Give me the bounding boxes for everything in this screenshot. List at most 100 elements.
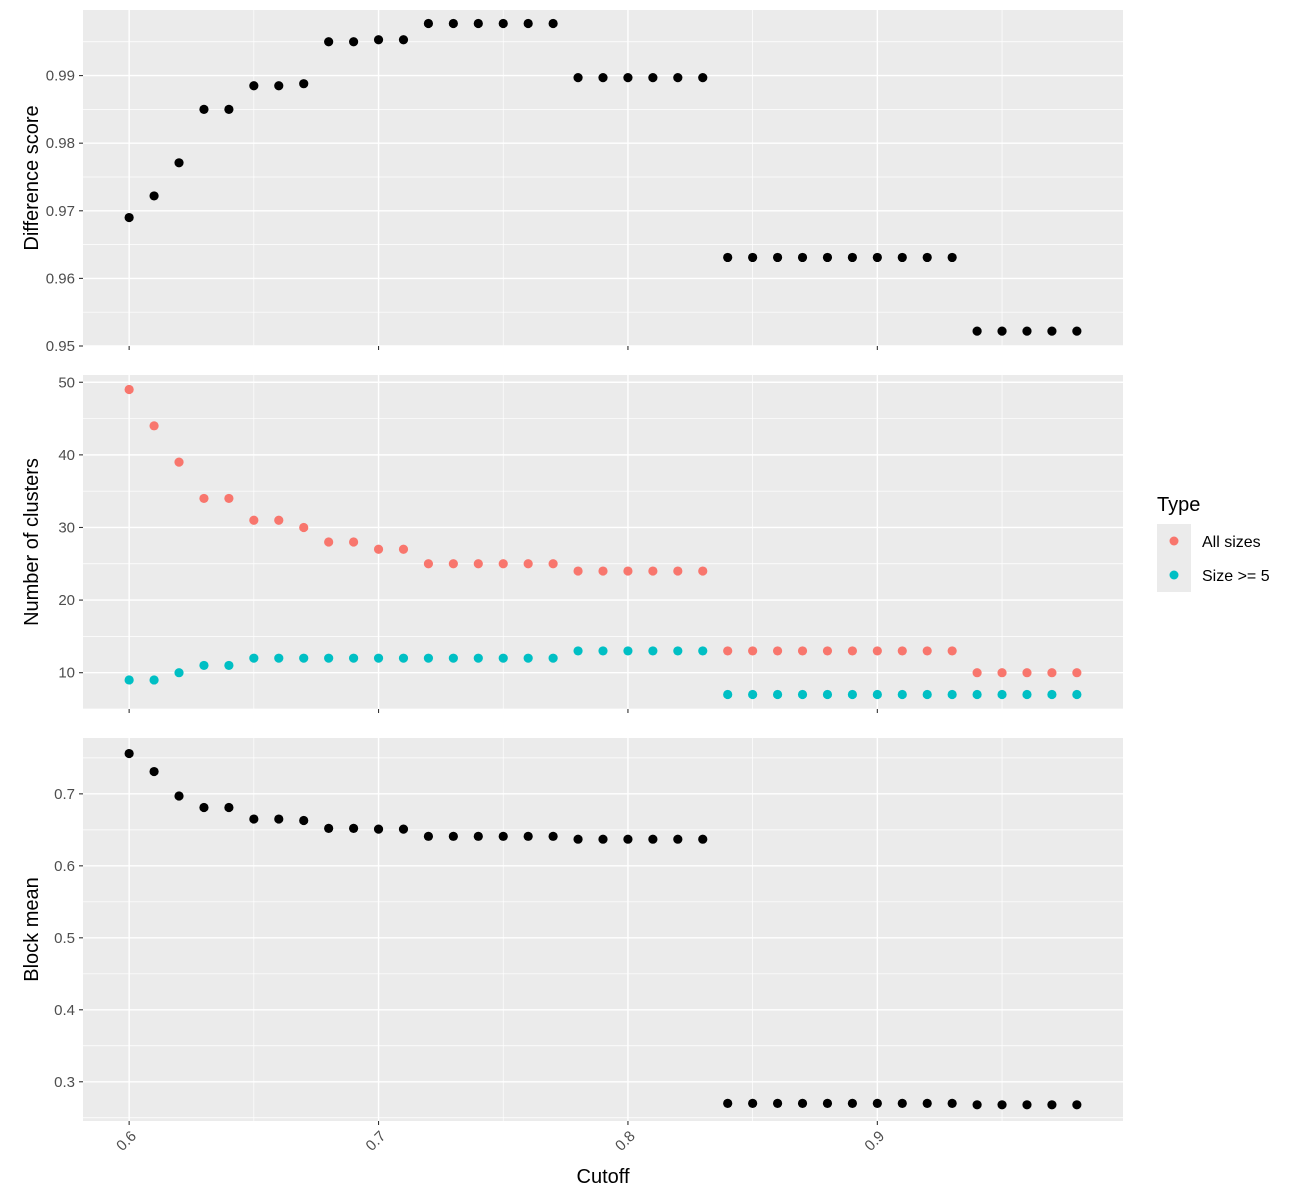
data-point-series xyxy=(149,191,159,201)
data-point-series xyxy=(623,834,633,844)
data-point-all-sizes xyxy=(423,559,434,569)
data-point-all-sizes xyxy=(249,515,259,525)
data-point-all-sizes xyxy=(373,544,384,554)
data-point-size-5 xyxy=(997,689,1007,700)
legend: Type All sizes Size >= 5 xyxy=(1157,494,1270,592)
data-point-series xyxy=(698,73,708,83)
y-tick-label: 30 xyxy=(58,519,75,536)
data-point-size-5 xyxy=(398,653,409,663)
data-point-all-sizes xyxy=(473,559,483,569)
data-point-series xyxy=(199,802,209,813)
data-point-size-5 xyxy=(1022,689,1032,700)
data-point-series xyxy=(548,18,558,29)
data-point-series xyxy=(423,18,434,29)
data-point-size-5 xyxy=(174,668,184,678)
data-point-size-5 xyxy=(623,646,633,656)
data-point-series xyxy=(523,18,533,29)
data-point-size-5 xyxy=(224,660,234,671)
data-point-size-5 xyxy=(748,689,758,700)
data-point-all-sizes xyxy=(997,668,1007,678)
data-point-series xyxy=(723,1098,733,1108)
data-point-all-sizes xyxy=(947,646,957,656)
y-tick-label: 0.98 xyxy=(46,135,75,152)
panel-number-of-clusters: 10 20 30 40 50 Number of clusters xyxy=(21,374,1123,713)
data-point-series xyxy=(623,73,633,83)
data-point-all-sizes xyxy=(748,646,758,656)
data-point-all-sizes xyxy=(124,384,134,395)
data-point-series xyxy=(1022,326,1032,336)
data-point-all-sizes xyxy=(623,566,633,576)
data-point-series xyxy=(997,326,1007,336)
data-point-series xyxy=(199,104,209,114)
data-point-series xyxy=(872,1098,882,1108)
data-point-series xyxy=(249,814,259,824)
data-point-all-sizes xyxy=(897,646,907,656)
y-tick-label: 0.7 xyxy=(54,786,75,803)
data-point-size-5 xyxy=(423,653,434,663)
data-point-series xyxy=(772,252,783,263)
data-point-series xyxy=(1072,1100,1082,1110)
data-point-series xyxy=(423,831,434,841)
data-point-all-sizes xyxy=(523,559,533,569)
data-point-size-5 xyxy=(1072,689,1082,700)
y-axis-title: Block mean xyxy=(21,877,43,982)
data-point-series xyxy=(1047,326,1057,336)
y-axis-title: Difference score xyxy=(21,105,43,250)
data-point-series xyxy=(673,73,683,83)
data-point-series xyxy=(324,37,334,47)
panel-block-mean: 0.3 0.4 0.5 0.6 0.7 Block mean xyxy=(21,738,1123,1125)
data-point-series xyxy=(274,814,284,824)
y-tick-label: 10 xyxy=(58,665,75,682)
y-tick-label: 0.95 xyxy=(46,338,75,355)
legend-marker-all-sizes xyxy=(1169,536,1179,546)
data-point-size-5 xyxy=(897,689,907,700)
data-point-series xyxy=(947,252,957,263)
data-point-series xyxy=(922,252,932,263)
data-point-series xyxy=(772,1098,783,1108)
x-tick-label: 0.8 xyxy=(612,1128,639,1155)
data-point-all-sizes xyxy=(224,493,234,504)
data-point-series xyxy=(174,158,184,168)
data-point-size-5 xyxy=(299,653,309,663)
data-point-all-sizes xyxy=(498,559,508,569)
data-point-series xyxy=(348,823,359,834)
data-point-size-5 xyxy=(1047,689,1057,700)
data-point-all-sizes xyxy=(149,421,159,431)
data-point-all-sizes xyxy=(673,566,683,576)
legend-title: Type xyxy=(1157,494,1200,516)
data-point-all-sizes xyxy=(299,522,309,533)
y-tick-label: 20 xyxy=(58,592,75,609)
data-point-size-5 xyxy=(673,646,683,656)
data-point-all-sizes xyxy=(324,537,334,547)
data-point-series xyxy=(274,81,284,91)
data-point-series xyxy=(797,252,808,263)
data-point-series xyxy=(573,834,583,844)
panel-background xyxy=(83,738,1123,1121)
data-point-series xyxy=(972,326,982,336)
data-point-size-5 xyxy=(772,689,783,700)
panel-difference-score: 0.95 0.96 0.97 0.98 0.99 Difference score xyxy=(21,10,1123,355)
data-point-size-5 xyxy=(947,689,957,700)
data-point-size-5 xyxy=(822,689,833,700)
y-tick-label: 0.96 xyxy=(46,270,75,287)
data-point-size-5 xyxy=(149,675,159,685)
data-point-series xyxy=(523,831,533,841)
data-point-all-sizes xyxy=(448,559,458,569)
data-point-series xyxy=(1047,1100,1057,1110)
data-point-series xyxy=(249,81,259,91)
data-point-series xyxy=(224,104,234,114)
panel-background xyxy=(83,10,1123,346)
legend-label-size-ge-5: Size >= 5 xyxy=(1202,568,1270,585)
data-point-series xyxy=(822,1098,833,1108)
data-point-size-5 xyxy=(124,675,134,685)
data-point-series xyxy=(897,1098,907,1108)
data-point-series xyxy=(124,748,134,759)
data-point-all-sizes xyxy=(548,559,558,569)
data-point-series xyxy=(149,766,159,777)
data-point-size-5 xyxy=(199,660,209,671)
data-point-series xyxy=(797,1098,808,1108)
data-point-series xyxy=(224,802,234,813)
data-point-size-5 xyxy=(473,653,483,663)
data-point-all-sizes xyxy=(972,668,982,678)
x-axis-title: Cutoff xyxy=(577,1166,630,1188)
